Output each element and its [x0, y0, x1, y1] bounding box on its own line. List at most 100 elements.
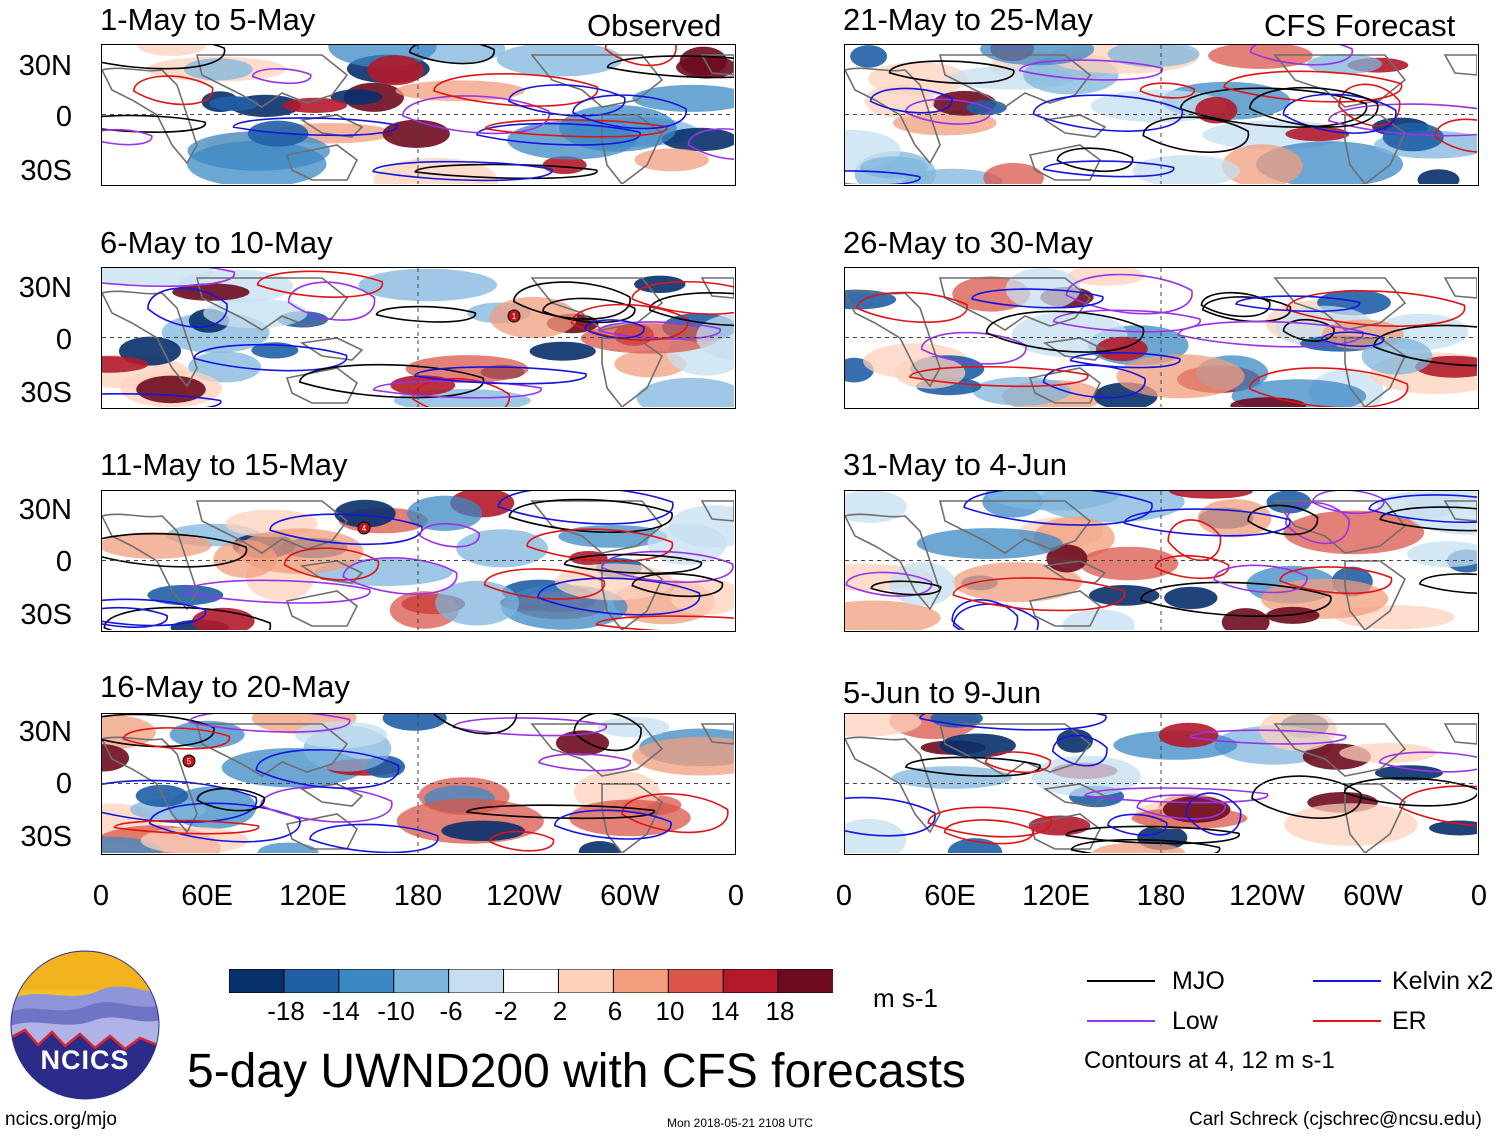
- lon-label: 0: [727, 880, 745, 912]
- wind-anomaly-shading: [1285, 126, 1350, 142]
- kelvin-contour: [102, 392, 222, 407]
- wind-anomaly-shading: [1417, 169, 1460, 184]
- colorbar-swatch: [448, 968, 505, 994]
- kelvin-contour: [554, 809, 672, 840]
- coastline: [195, 723, 349, 777]
- coastline: [1344, 337, 1407, 407]
- kelvin-contour: [414, 366, 587, 385]
- coastline: [1344, 560, 1407, 630]
- mjo-contour: [1379, 506, 1477, 532]
- colorbar-swatch: [557, 968, 615, 994]
- mjo-contour: [1372, 324, 1477, 367]
- er-contour: [909, 365, 1089, 388]
- low-contour: [1019, 59, 1163, 81]
- mjo-contour: [102, 114, 206, 133]
- er-contour: [483, 568, 605, 600]
- wind-anomaly-shading: [382, 119, 450, 148]
- panel-title: 11-May to 15-May: [100, 447, 348, 482]
- wind-anomaly-shading: [939, 733, 1016, 758]
- wind-anomaly-shading: [489, 296, 578, 339]
- wind-anomaly-shading: [1046, 544, 1088, 573]
- legend-kelvin-label: Kelvin x2: [1392, 967, 1494, 995]
- mjo-contour: [103, 606, 271, 630]
- footer-author: Carl Schreck (cjschrec@ncsu.edu): [1189, 1109, 1482, 1130]
- storm-marker-label: 4: [362, 524, 367, 533]
- kelvin-contour: [951, 599, 1019, 630]
- wind-anomaly-shading: [1164, 586, 1218, 610]
- coastline: [102, 736, 198, 834]
- er-contour: [595, 615, 734, 630]
- legend-mjo-label: MJO: [1172, 967, 1225, 995]
- er-contour: [943, 819, 1035, 845]
- legend-mjo-line: [1087, 980, 1155, 982]
- kelvin-contour: [1043, 160, 1175, 178]
- footer-url[interactable]: ncics.org/mjo: [5, 1109, 117, 1130]
- coastline: [285, 144, 359, 181]
- er-contour: [1248, 367, 1409, 407]
- mjo-contour: [573, 714, 642, 752]
- wind-anomaly-shading: [183, 58, 253, 81]
- wind-anomaly-shading: [102, 836, 163, 853]
- lat-label-30n: 30N: [18, 50, 72, 82]
- coastline: [1273, 723, 1407, 777]
- ncics-logo: NCICS: [10, 950, 160, 1100]
- contours-note: Contours at 4, 12 m s-1: [1084, 1047, 1335, 1074]
- wind-anomaly-shading: [894, 356, 966, 389]
- er-contour: [433, 73, 599, 107]
- coastline: [530, 54, 664, 108]
- low-contour: [419, 522, 480, 548]
- logo-text: NCICS: [40, 1045, 130, 1075]
- wind-anomaly-shading: [578, 841, 621, 853]
- kelvin-contour: [102, 606, 168, 629]
- coastline: [1273, 500, 1407, 554]
- lat-label-30s: 30S: [20, 599, 72, 631]
- wind-anomaly-shading: [569, 551, 608, 565]
- mjo-contour: [870, 580, 942, 596]
- er-contour: [621, 793, 729, 834]
- kelvin-contour: [952, 603, 1039, 630]
- wind-anomaly-shading: [367, 55, 424, 86]
- lat-label-30s: 30S: [20, 155, 72, 187]
- wind-anomaly-shading: [1230, 397, 1307, 407]
- mjo-contour: [1251, 775, 1362, 819]
- kelvin-contour: [963, 491, 1153, 526]
- storm-marker-label: 5: [187, 757, 192, 766]
- wind-anomaly-shading: [330, 89, 383, 105]
- er-contour: [1434, 118, 1477, 153]
- wind-anomaly-shading: [102, 715, 156, 750]
- low-contour: [1189, 729, 1347, 745]
- mjo-contour: [1056, 147, 1134, 173]
- storm-marker: [507, 309, 521, 323]
- coastline: [1273, 54, 1407, 108]
- observed-header: Observed: [587, 8, 722, 43]
- wind-anomaly-shading: [634, 148, 709, 172]
- wind-anomaly-shading: [1067, 268, 1145, 286]
- low-contour: [687, 128, 734, 160]
- coastline: [1028, 590, 1102, 627]
- panel-title: 31-May to 4-Jun: [843, 447, 1067, 482]
- wind-anomaly-shading: [850, 45, 888, 68]
- wind-anomaly-shading: [636, 377, 734, 407]
- footer-timestamp: Mon 2018-05-21 2108 UTC: [667, 1116, 814, 1130]
- panel-title: 1-May to 5-May: [100, 2, 316, 37]
- er-contour: [1223, 70, 1403, 103]
- legend-low-label: Low: [1172, 1007, 1218, 1035]
- wind-anomaly-shading: [1284, 803, 1418, 846]
- wind-anomaly-shading: [102, 356, 149, 373]
- legend-er-label: ER: [1392, 1007, 1427, 1035]
- mjo-contour: [606, 55, 734, 79]
- low-contour: [183, 579, 371, 604]
- wind-anomaly-shading: [1093, 842, 1186, 853]
- colorbar-tick: -18: [267, 996, 305, 1026]
- er-contour: [1286, 290, 1466, 327]
- kelvin-contour: [1235, 295, 1361, 313]
- map-panel: [844, 490, 1479, 632]
- wind-anomaly-shading: [1197, 499, 1272, 538]
- panel-title: 26-May to 30-May: [843, 225, 1093, 260]
- mjo-contour: [563, 553, 702, 575]
- kelvin-contour: [102, 598, 207, 627]
- low-contour: [1378, 751, 1477, 773]
- colorbar-swatch: [338, 968, 395, 994]
- colorbar-swatch: [722, 968, 780, 994]
- lon-label: 180: [1136, 880, 1186, 912]
